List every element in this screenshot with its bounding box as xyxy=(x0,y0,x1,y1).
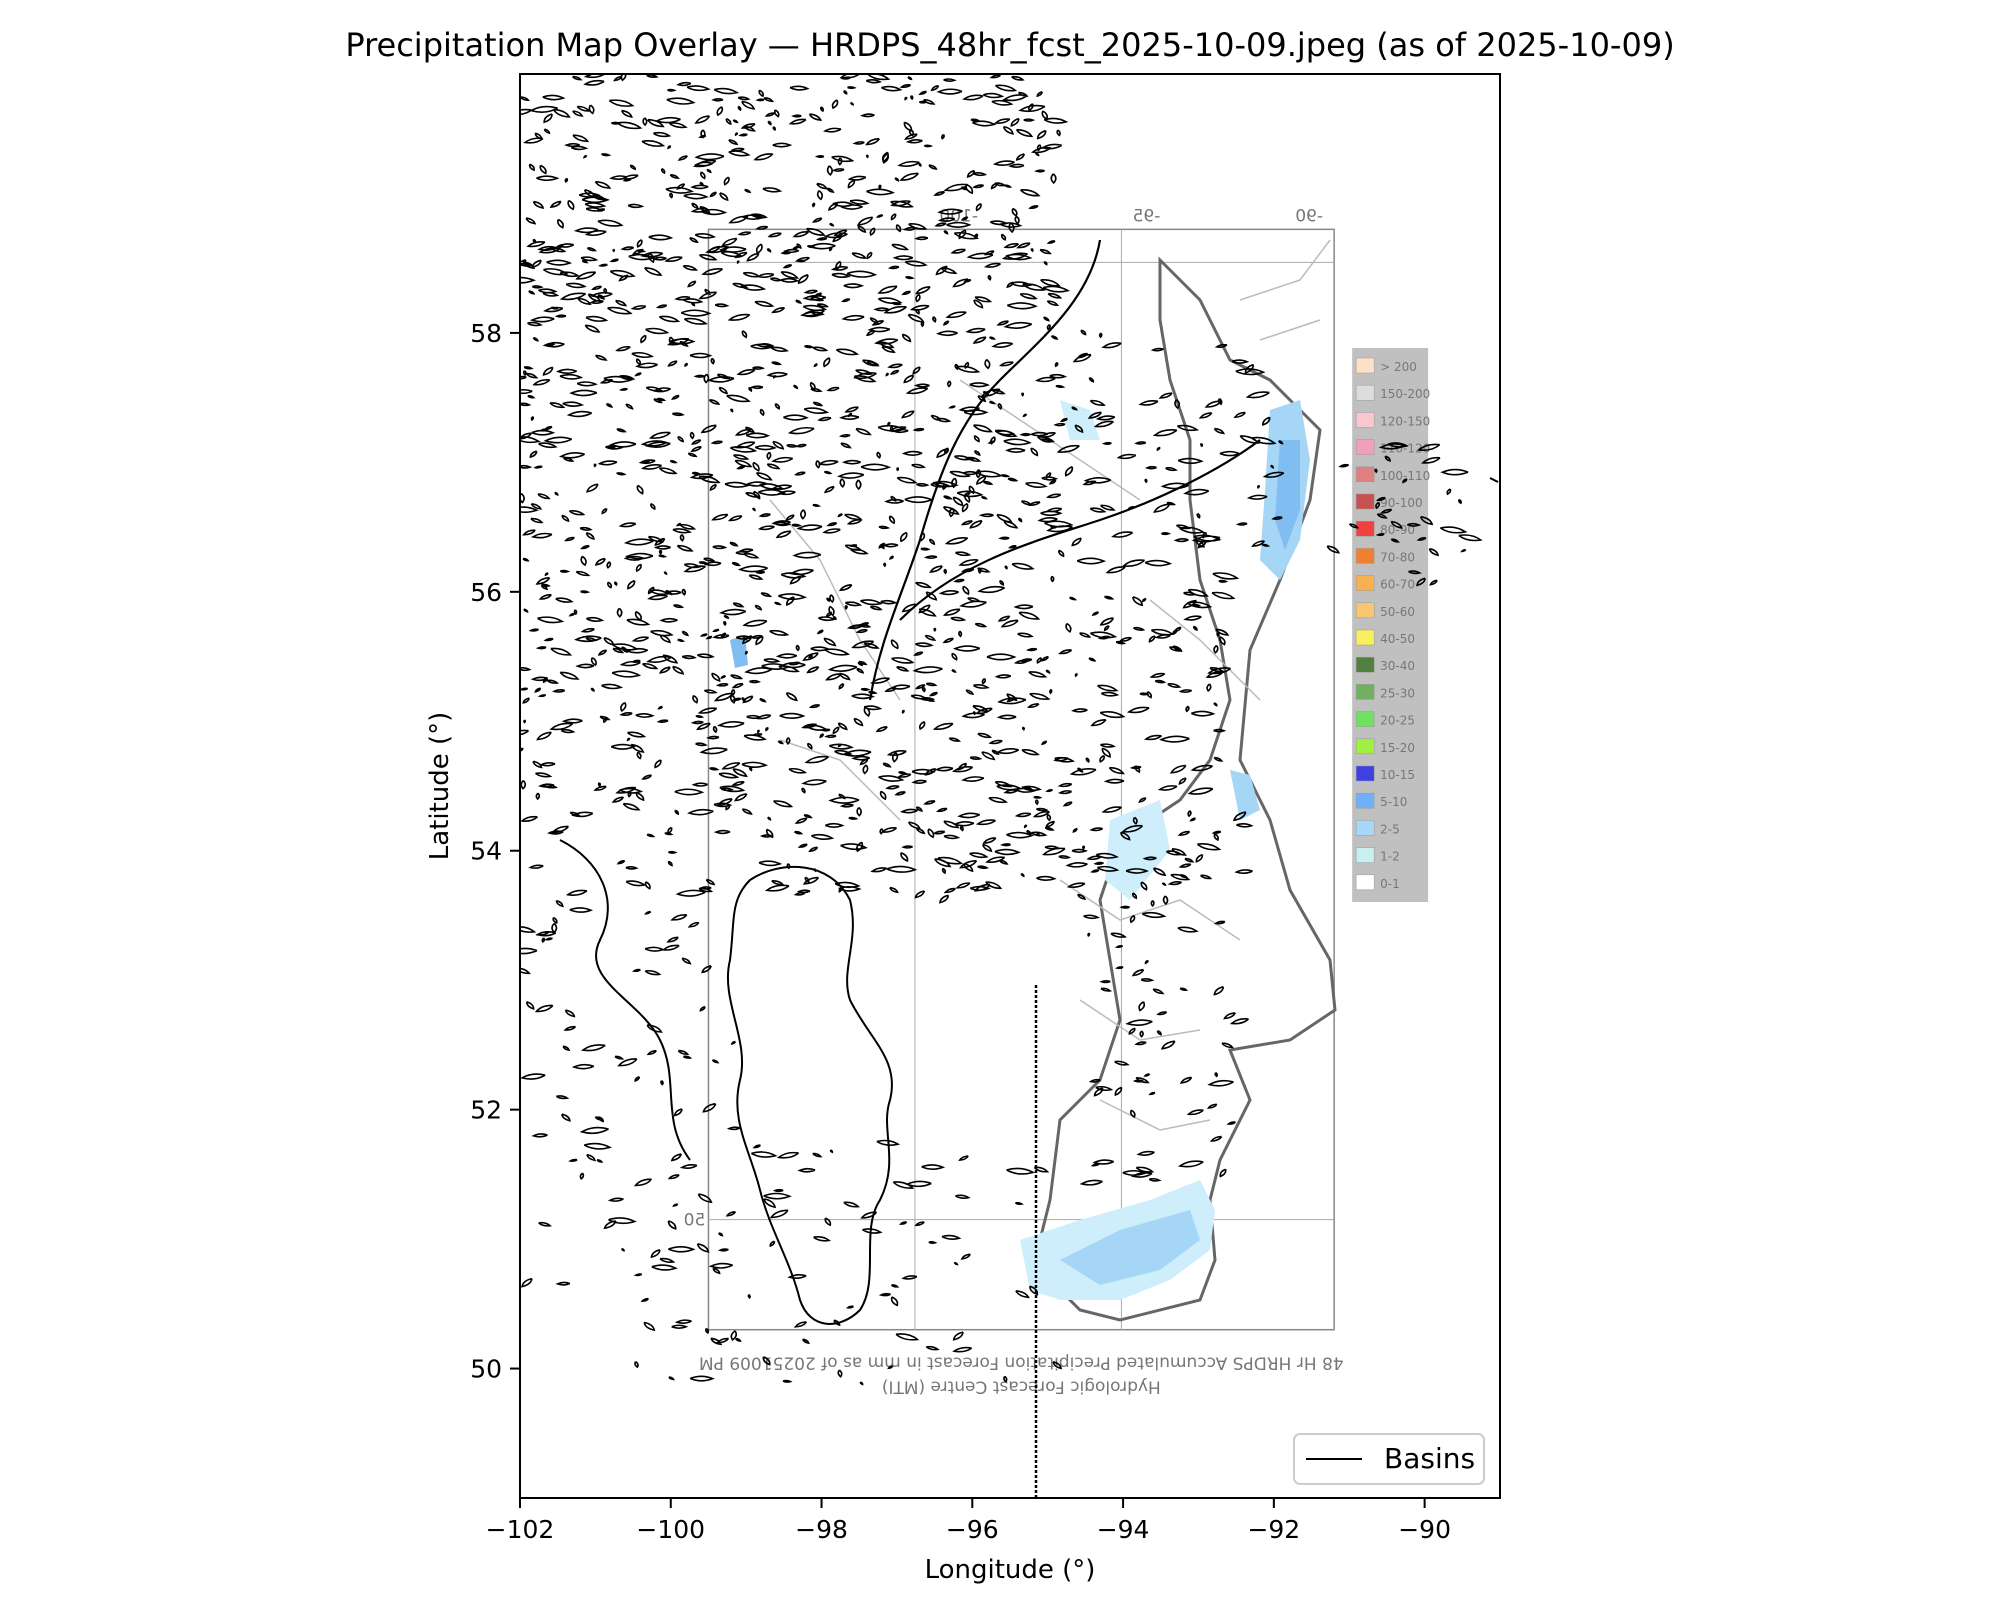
scale-label: > 200 xyxy=(1380,360,1417,374)
scale-swatch xyxy=(1355,629,1375,646)
scale-label: 2-5 xyxy=(1380,822,1400,836)
x-tick-label: −96 xyxy=(946,1515,999,1544)
large-lake-outline xyxy=(726,865,893,1325)
scale-label: 100-110 xyxy=(1380,469,1430,483)
scale-label: 50-60 xyxy=(1380,605,1415,619)
scale-label: 10-15 xyxy=(1380,768,1415,782)
rain-area-north xyxy=(1060,400,1100,440)
overlay-caption-line-2: Hydrologic Forecast Centre (MTI) xyxy=(882,1377,1161,1397)
scale-label: 5-10 xyxy=(1380,795,1407,809)
scale-swatch xyxy=(1355,357,1375,374)
scale-label: 150-200 xyxy=(1380,387,1430,401)
scale-swatch xyxy=(1355,493,1375,510)
x-tick-label: −90 xyxy=(1398,1515,1451,1544)
scale-label: 30-40 xyxy=(1380,659,1415,673)
scale-swatch xyxy=(1355,575,1375,591)
rain-area-center-east xyxy=(1105,800,1170,900)
scale-swatch xyxy=(1355,412,1375,428)
x-tick-label: −100 xyxy=(636,1515,705,1544)
scale-swatch xyxy=(1355,684,1375,700)
scale-label: 60-70 xyxy=(1380,578,1415,592)
y-axis-label: Latitude (°) xyxy=(425,712,455,861)
x-tick-label: −102 xyxy=(486,1515,555,1544)
scale-label: 80-90 xyxy=(1380,523,1415,537)
chart-title: Precipitation Map Overlay — HRDPS_48hr_f… xyxy=(345,26,1674,64)
basin-outline-east xyxy=(1489,477,1499,483)
rain-area-south-core xyxy=(1060,1210,1200,1285)
scale-label: 90-100 xyxy=(1380,496,1423,510)
overlay-top-tick: -90 xyxy=(1295,206,1323,226)
rain-area-northeast-core xyxy=(1275,440,1300,550)
x-tick-label: −98 xyxy=(795,1515,848,1544)
legend: Basins xyxy=(1293,1433,1485,1485)
basin-lake-contours xyxy=(520,74,1483,1386)
x-axis-label: Longitude (°) xyxy=(925,1555,1096,1585)
x-tick-label: −92 xyxy=(1247,1515,1300,1544)
y-tick-label: 50 xyxy=(470,1355,502,1384)
river-line xyxy=(899,439,1261,621)
y-tick-label: 58 xyxy=(470,319,502,348)
legend-label: Basins xyxy=(1384,1442,1475,1475)
scale-label: 20-25 xyxy=(1380,714,1415,728)
y-tick-label: 56 xyxy=(470,578,502,607)
scale-label: 0-1 xyxy=(1380,877,1400,891)
scale-swatch xyxy=(1355,548,1375,564)
scale-label: 110-120 xyxy=(1380,442,1430,456)
rain-area-east xyxy=(1230,770,1260,820)
scale-background xyxy=(1352,348,1429,902)
scale-swatch xyxy=(1355,711,1375,727)
axes-frame xyxy=(519,73,1501,1499)
y-axis-ticks: 50 52 54 56 58 xyxy=(470,319,520,1384)
x-axis-ticks: −102 −100 −98 −96 −94 −92 −90 xyxy=(486,1498,1451,1544)
scale-swatch xyxy=(1355,520,1375,537)
x-tick-label: −94 xyxy=(1097,1515,1150,1544)
y-tick-label: 54 xyxy=(470,837,502,866)
rain-areas xyxy=(730,400,1310,1300)
overlay-top-tick: -95 xyxy=(1133,206,1161,226)
scale-swatch xyxy=(1355,874,1375,891)
scale-label: 40-50 xyxy=(1380,632,1415,646)
scale-swatch xyxy=(1355,602,1375,619)
y-tick-label: 52 xyxy=(470,1096,502,1125)
scale-swatch xyxy=(1355,847,1375,863)
scale-label: 25-30 xyxy=(1380,686,1415,700)
scale-swatch xyxy=(1355,656,1375,673)
precipitation-color-scale: > 200 150-200 120-150 110-120 100-110 90-100 8… xyxy=(1352,348,1430,902)
overlay-caption-line-1: 48 Hr HRDPS Accumulated Precipitation Fo… xyxy=(699,1353,1344,1373)
scale-swatch xyxy=(1355,439,1375,455)
scale-swatch xyxy=(1355,738,1375,755)
scale-label: 1-2 xyxy=(1380,850,1400,864)
scale-swatch xyxy=(1355,384,1375,401)
scale-swatch xyxy=(1355,765,1375,782)
scale-label: 15-20 xyxy=(1380,741,1415,755)
scale-swatch xyxy=(1355,792,1375,809)
legend-box xyxy=(1293,1433,1485,1485)
basin-outline-west xyxy=(559,839,691,1161)
river-line xyxy=(868,239,1102,701)
scale-label: 120-150 xyxy=(1380,414,1430,428)
scale-swatch xyxy=(1355,820,1375,836)
basin-outlines xyxy=(520,74,1499,1498)
forecast-overlay-image: -100 -95 -90 50 48 Hr HRDPS Accumulated Pr… xyxy=(684,206,1431,1396)
overlay-left-tick: 50 xyxy=(684,1211,706,1231)
scale-label: 70-80 xyxy=(1380,550,1415,564)
scale-swatch xyxy=(1355,466,1375,483)
